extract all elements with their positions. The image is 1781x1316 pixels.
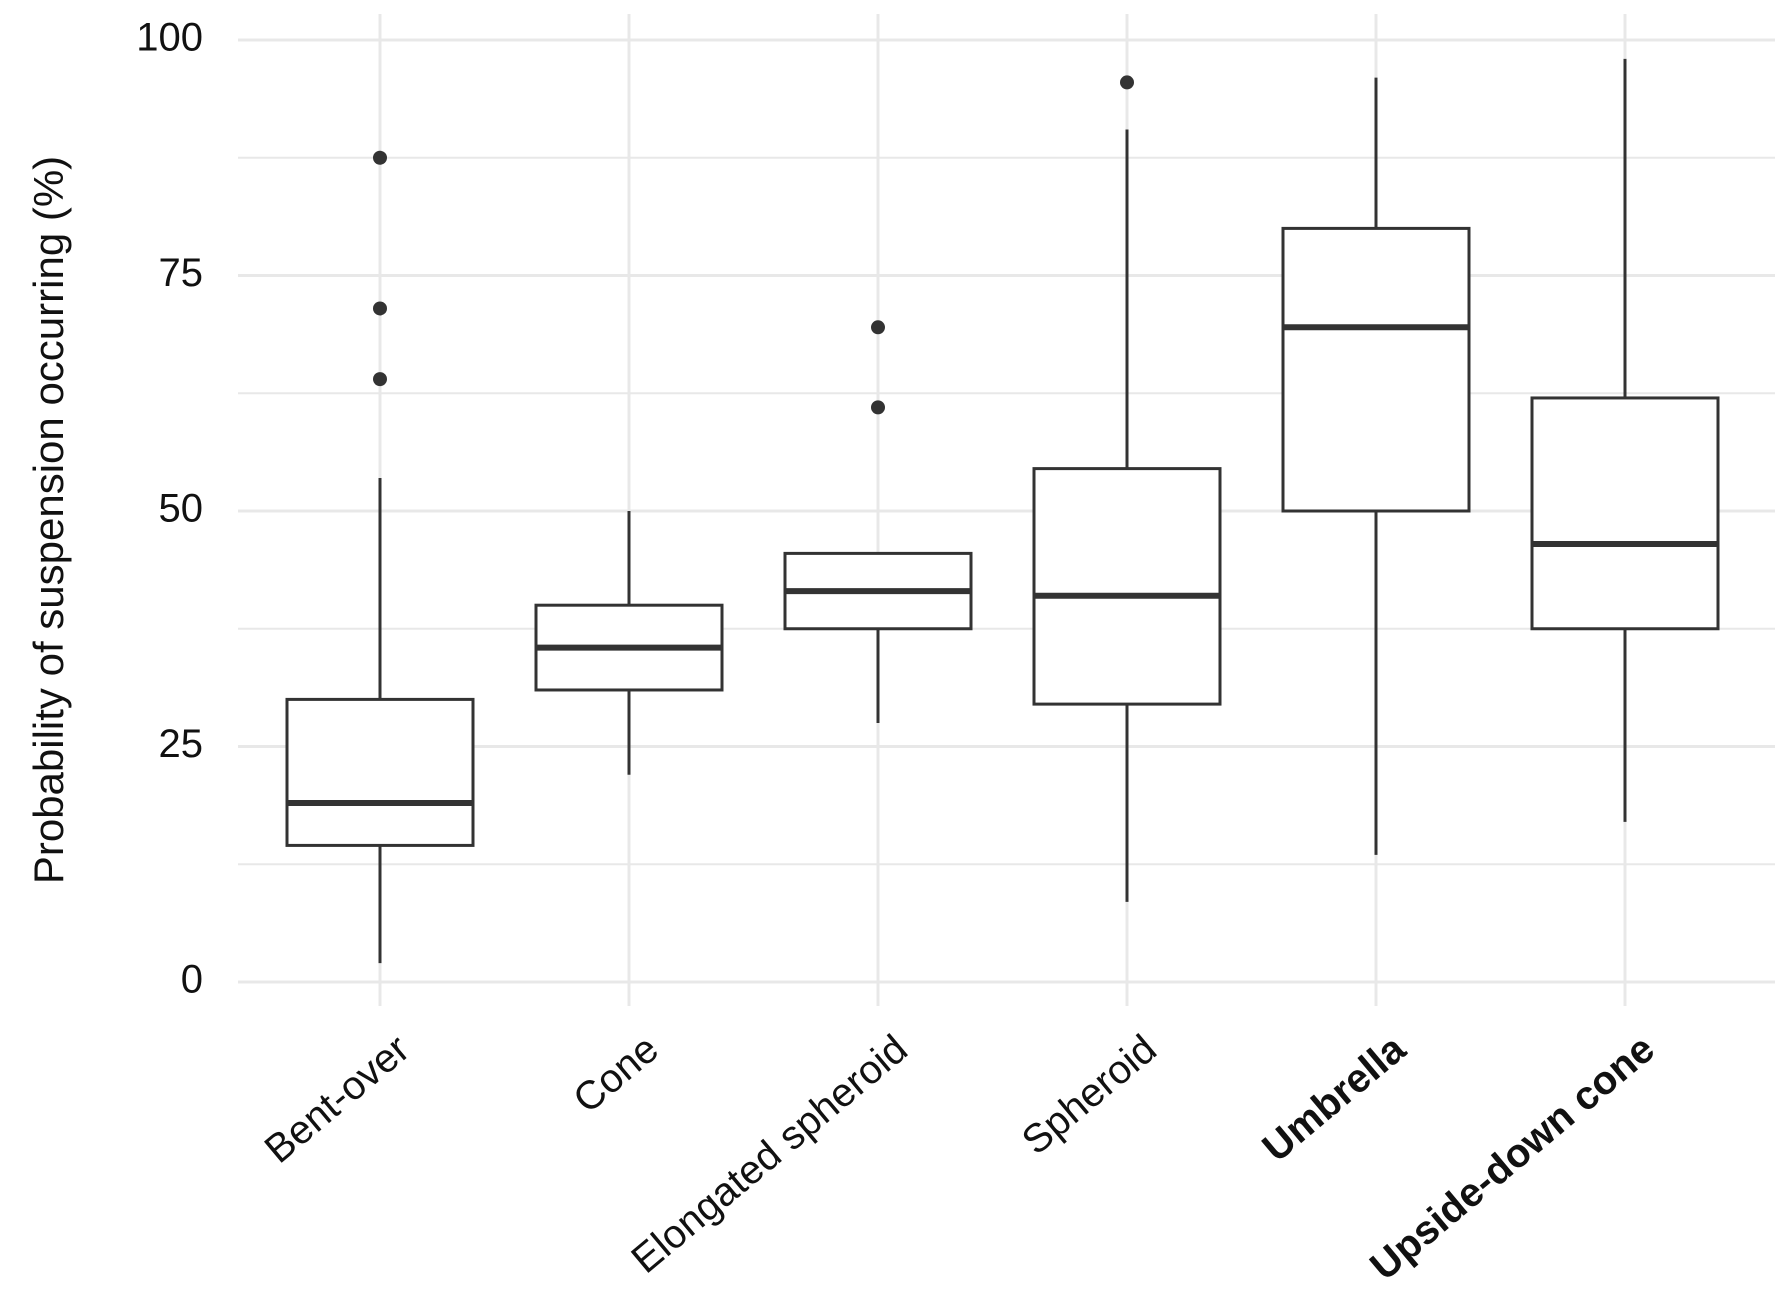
outlier-point: [1120, 75, 1134, 90]
box-group: [1281, 77, 1471, 855]
x-tick-label: Spheroid: [1014, 1027, 1165, 1164]
box-group: [285, 150, 475, 964]
x-tick-label: Umbrella: [1254, 1026, 1414, 1170]
y-tick-label: 50: [159, 487, 204, 531]
y-tick-label: 100: [136, 16, 203, 60]
box-iqr: [1530, 396, 1720, 631]
box-iqr: [285, 697, 475, 847]
y-tick-label: 75: [159, 251, 204, 295]
y-tick-label: 0: [181, 958, 203, 1002]
outlier-point: [871, 320, 885, 335]
outlier-point: [871, 400, 885, 415]
outlier-point: [373, 301, 387, 316]
box-group: [1032, 75, 1222, 902]
box-group: [534, 511, 724, 775]
box-group: [1530, 58, 1720, 822]
y-axis-title: Probability of suspension occurring (%): [25, 156, 72, 884]
x-tick-label: Cone: [565, 1027, 667, 1122]
box-group: [783, 320, 973, 723]
box-iqr: [1281, 226, 1471, 513]
outlier-point: [373, 372, 387, 387]
box-layer: [285, 58, 1720, 964]
x-tick-label: Bent-over: [257, 1027, 418, 1172]
x-tick-label: Upside-down cone: [1362, 1027, 1663, 1289]
outlier-point: [373, 150, 387, 165]
box-iqr: [1032, 467, 1222, 706]
x-tick-label: Elongated spheroid: [623, 1027, 915, 1282]
y-tick-label: 25: [159, 722, 204, 766]
y-tick-labels: 0 25 50 75 100: [136, 16, 203, 1002]
